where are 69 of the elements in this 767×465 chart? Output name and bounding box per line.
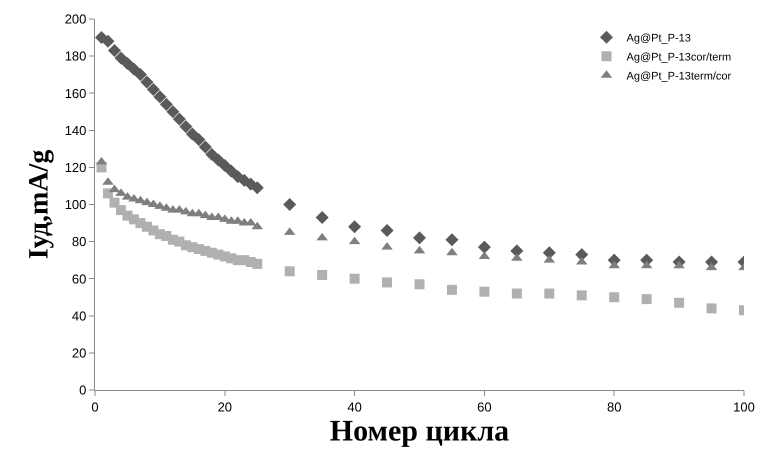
point — [510, 244, 524, 258]
point — [317, 270, 328, 280]
point — [350, 274, 360, 284]
point — [218, 159, 232, 172]
point — [576, 290, 587, 300]
point — [166, 105, 180, 118]
point — [706, 303, 717, 314]
point — [120, 57, 134, 70]
point — [542, 246, 556, 260]
point — [198, 140, 212, 154]
y-tick-label: 120 — [64, 160, 86, 175]
x-tick-label: 20 — [218, 400, 232, 415]
point — [205, 148, 218, 161]
y-tick-label: 180 — [64, 48, 86, 64]
y-tick-label: 0 — [79, 382, 86, 398]
point — [446, 284, 457, 295]
y-tick-label: 140 — [64, 122, 86, 138]
point — [380, 224, 394, 237]
point — [252, 258, 262, 269]
point — [127, 62, 140, 76]
legend-label: Ag@Pt_P-13cor/term — [626, 52, 732, 64]
point — [250, 181, 264, 194]
point — [186, 128, 199, 141]
x-tick-label: 60 — [477, 400, 492, 415]
legend-label: Ag@Pt_P-13term/cor — [626, 70, 732, 82]
point — [479, 286, 490, 297]
point — [414, 279, 424, 290]
point — [382, 277, 392, 288]
point — [114, 51, 128, 64]
point — [413, 231, 426, 244]
y-tick-label: 100 — [64, 197, 86, 212]
point — [575, 248, 588, 262]
point — [348, 220, 362, 234]
x-tick-label: 0 — [91, 400, 99, 415]
point — [179, 120, 192, 134]
point — [172, 112, 186, 126]
point — [674, 298, 684, 308]
point — [284, 266, 295, 276]
point — [445, 233, 458, 246]
point — [316, 210, 329, 224]
x-tick-label: 100 — [733, 400, 755, 415]
point — [478, 240, 491, 254]
point — [512, 288, 522, 299]
point — [134, 68, 147, 82]
point — [140, 76, 154, 89]
y-tick-label: 60 — [72, 271, 86, 286]
y-tick-label: 80 — [72, 234, 86, 250]
point — [109, 198, 120, 208]
point — [212, 153, 225, 166]
point — [146, 82, 160, 96]
point — [192, 133, 206, 146]
point — [544, 288, 554, 299]
y-tick-label: 160 — [64, 86, 86, 101]
point — [283, 198, 296, 211]
y-tick-label: 20 — [72, 345, 86, 360]
point — [153, 90, 166, 104]
x-axis-title: Номер цикла — [330, 414, 510, 448]
x-tick-label: 80 — [606, 400, 622, 415]
y-axis-title: Iуд,mA/g — [23, 150, 54, 260]
y-tick-label: 40 — [72, 308, 86, 324]
point — [160, 98, 173, 111]
point — [224, 164, 238, 178]
point — [101, 34, 114, 48]
point — [108, 44, 121, 58]
y-tick-label: 200 — [64, 12, 86, 27]
point — [609, 292, 620, 302]
point — [642, 294, 652, 304]
legend-label: Ag@Pt_P-13 — [626, 32, 691, 44]
x-tick-label: 40 — [347, 400, 362, 415]
